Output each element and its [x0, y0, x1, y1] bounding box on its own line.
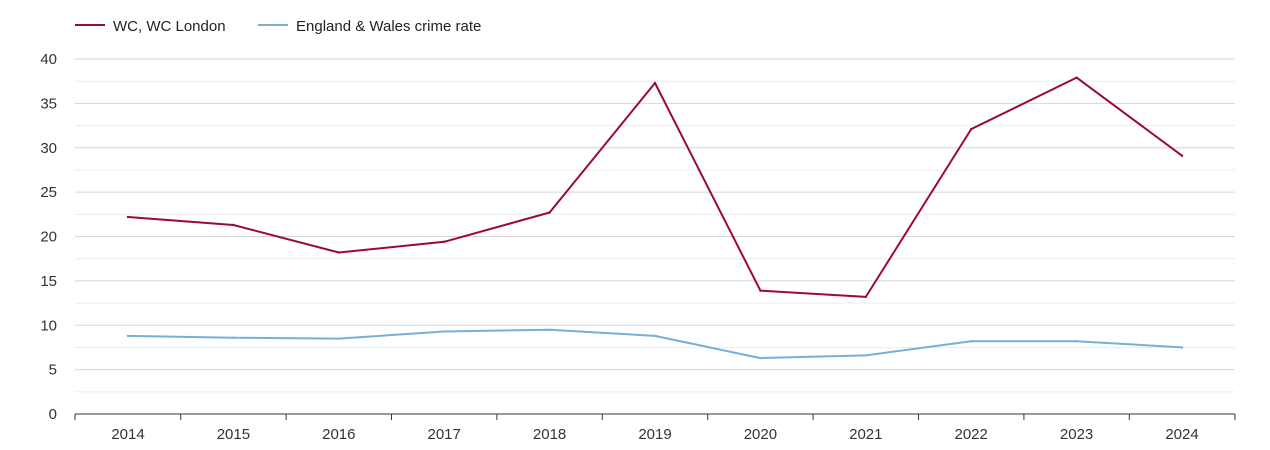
data-point-england-wales-crime-rate[interactable] [126, 334, 130, 338]
legend-item-england-wales[interactable]: England & Wales crime rate [258, 18, 481, 35]
data-point-wc-wc-london[interactable] [126, 215, 130, 219]
y-tick-label: 20 [40, 229, 57, 246]
data-point-wc-wc-london[interactable] [864, 295, 867, 299]
data-point-england-wales-crime-rate[interactable] [548, 328, 551, 331]
x-tick-label: 2016 [322, 426, 355, 443]
data-point-england-wales-crime-rate[interactable] [232, 336, 235, 339]
legend: WC, WC London England & Wales crime rate [75, 18, 481, 35]
data-point-england-wales-crime-rate[interactable] [337, 337, 340, 340]
legend-label-wc-london: WC, WC London [113, 18, 226, 35]
series-layer [126, 76, 1184, 360]
y-axis: 0 5 10 15 20 25 30 35 40 [40, 51, 57, 423]
data-point-england-wales-crime-rate[interactable] [970, 340, 973, 343]
y-tick-label: 10 [40, 317, 57, 334]
x-tick-label: 2023 [1060, 426, 1093, 443]
data-point-wc-wc-london[interactable] [1180, 154, 1184, 157]
data-point-wc-wc-london[interactable] [548, 211, 551, 214]
data-point-wc-wc-london[interactable] [759, 289, 762, 292]
legend-label-england-wales: England & Wales crime rate [296, 18, 481, 35]
data-point-england-wales-crime-rate[interactable] [653, 334, 657, 338]
x-tick-label: 2020 [744, 426, 777, 443]
x-tick-label: 2024 [1165, 426, 1198, 443]
x-tick-label: 2021 [849, 426, 882, 443]
y-tick-label: 15 [40, 273, 57, 290]
data-point-wc-wc-london[interactable] [337, 251, 340, 254]
x-tick-label: 2017 [428, 426, 461, 443]
x-tick-label: 2014 [111, 426, 144, 443]
x-axis: 2014 2015 2016 2017 2018 2019 2020 2021 2022 2023… [74, 413, 1236, 443]
y-tick-label: 25 [40, 184, 57, 201]
y-tick-label: 5 [49, 362, 57, 379]
y-tick-label: 35 [40, 95, 57, 112]
x-tick-label: 2015 [217, 426, 250, 443]
data-point-wc-wc-london[interactable] [653, 81, 657, 85]
data-point-wc-wc-london[interactable] [443, 240, 446, 244]
y-tick-label: 30 [40, 140, 57, 157]
x-tick-label: 2018 [533, 426, 566, 443]
data-point-england-wales-crime-rate[interactable] [443, 330, 446, 333]
y-tick-label: 0 [49, 406, 57, 423]
data-point-england-wales-crime-rate[interactable] [759, 356, 762, 360]
data-point-england-wales-crime-rate[interactable] [1180, 346, 1184, 349]
grid-lines [75, 58, 1235, 393]
legend-item-wc-london[interactable]: WC, WC London [75, 18, 226, 35]
series-line-england-wales-crime-rate [127, 328, 1183, 360]
x-tick-label: 2022 [955, 426, 988, 443]
data-point-england-wales-crime-rate[interactable] [864, 354, 867, 357]
series-line-wc-wc-london [127, 76, 1183, 298]
y-tick-label: 40 [40, 51, 57, 68]
x-tick-label: 2019 [638, 426, 671, 443]
data-point-wc-wc-london[interactable] [1075, 76, 1078, 79]
data-point-wc-wc-london[interactable] [970, 127, 973, 131]
data-point-england-wales-crime-rate[interactable] [1075, 340, 1078, 343]
data-point-wc-wc-london[interactable] [232, 223, 235, 227]
